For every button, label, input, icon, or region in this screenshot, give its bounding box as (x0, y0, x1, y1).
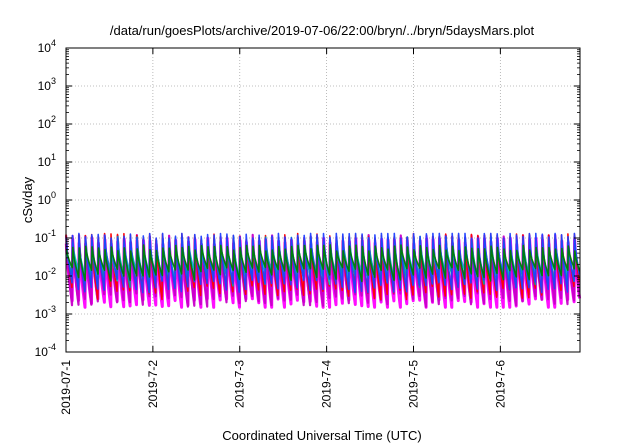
chart-title: /data/run/goesPlots/archive/2019-07-06/2… (110, 23, 535, 38)
y-axis-label: cSv/day (20, 176, 35, 223)
y-tick-base: 10 (35, 231, 49, 245)
y-tick-exponent: 4 (51, 38, 56, 48)
x-tick-label: 2019-7-5 (406, 360, 420, 408)
x-axis-label: Coordinated Universal Time (UTC) (222, 428, 421, 443)
y-tick-base: 10 (38, 79, 52, 93)
x-tick-label: 2019-7-3 (233, 360, 247, 408)
y-tick-base: 10 (35, 307, 49, 321)
y-tick-exponent: 0 (51, 190, 56, 200)
y-tick-label: 101 (38, 152, 56, 169)
y-tick-exponent: -3 (48, 304, 56, 314)
x-tick-label: 2019-7-4 (320, 360, 334, 408)
y-tick-base: 10 (38, 155, 52, 169)
y-tick-label: 102 (38, 114, 56, 131)
x-tick-label: 2019-7-2 (146, 360, 160, 408)
x-axis-ticks: 2019-07-1 2019-7-2 2019-7-3 2019-7-4 2019-7-… (59, 48, 507, 415)
y-tick-label: 10-2 (35, 266, 56, 283)
y-tick-base: 10 (38, 193, 52, 207)
y-tick-label: 103 (38, 76, 56, 93)
y-tick-exponent: -4 (48, 342, 56, 352)
y-tick-base: 10 (38, 41, 52, 55)
y-tick-base: 10 (35, 269, 49, 283)
y-tick-exponent: 1 (51, 152, 56, 162)
y-tick-label: 100 (38, 190, 56, 207)
x-tick-label: 2019-7-6 (493, 360, 507, 408)
series-line (65, 244, 581, 283)
y-tick-label: 104 (38, 38, 56, 55)
y-tick-label: 10-4 (35, 342, 56, 359)
y-tick-exponent: -2 (48, 266, 56, 276)
y-tick-label: 10-3 (35, 304, 56, 321)
y-tick-exponent: 3 (51, 76, 56, 86)
y-tick-base: 10 (35, 345, 49, 359)
y-tick-label: 10-1 (35, 228, 56, 245)
x-tick-label: 2019-07-1 (59, 360, 73, 415)
y-tick-exponent: 2 (51, 114, 56, 124)
series-group (64, 232, 582, 309)
y-tick-base: 10 (38, 117, 52, 131)
y-tick-exponent: -1 (48, 228, 56, 238)
